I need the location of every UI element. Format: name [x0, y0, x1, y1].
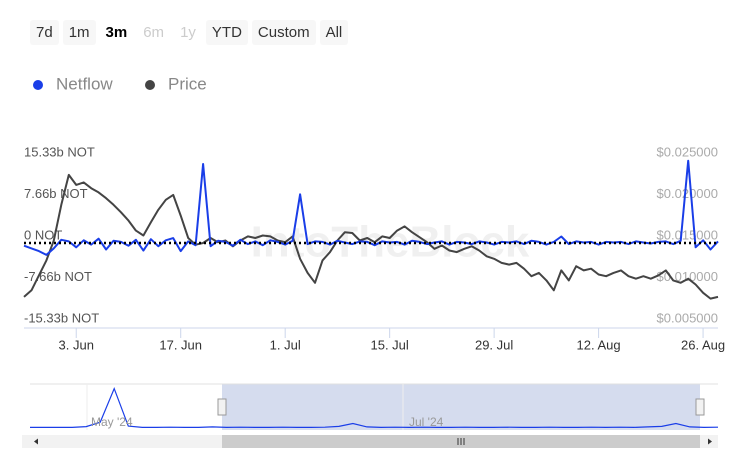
- navigator-label: Jul '24: [409, 415, 444, 429]
- scroll-right[interactable]: [708, 438, 712, 445]
- x-tick-label: 17. Jun: [159, 337, 202, 352]
- range-button[interactable]: 3m: [99, 20, 134, 45]
- range-button[interactable]: 7d: [30, 20, 59, 45]
- y-tick-label: 0 NOT: [24, 227, 62, 242]
- navigator-handle[interactable]: [695, 398, 705, 416]
- y-tick-label: 15.33b NOT: [24, 144, 95, 159]
- scroll-grip: [457, 438, 465, 445]
- legend-marker: [145, 80, 155, 90]
- navigator-line: [30, 386, 719, 429]
- range-button[interactable]: 1m: [62, 20, 96, 45]
- x-tick-label: 1. Jul: [270, 337, 301, 352]
- range-button[interactable]: YTD: [205, 20, 248, 45]
- x-tick-label: 26. Aug: [681, 337, 725, 352]
- range-selector: 7d 1m 3m 6m 1y YTD Custom All: [30, 20, 349, 45]
- range-button[interactable]: All: [319, 20, 349, 45]
- x-tick-label: 3. Jun: [59, 337, 94, 352]
- x-tick-label: 29. Jul: [475, 337, 513, 352]
- y-tick-label: -15.33b NOT: [24, 310, 99, 325]
- y2-tick-label: $0.020000: [657, 186, 718, 201]
- legend-marker: [33, 80, 43, 90]
- series-line: [23, 173, 719, 300]
- navigator-label: May '24: [91, 415, 133, 429]
- navigator-selection[interactable]: [222, 384, 700, 430]
- navigator-handle[interactable]: [217, 398, 227, 416]
- range-button[interactable]: Custom: [251, 20, 316, 45]
- y2-tick-label: $0.025000: [657, 144, 718, 159]
- legend-label: Price: [168, 74, 207, 93]
- y2-tick-label: $0.005000: [657, 310, 718, 325]
- range-button: 1y: [174, 20, 202, 45]
- legend-label: Netflow: [56, 74, 113, 93]
- y2-tick-label: $0.015000: [657, 227, 718, 242]
- range-button: 6m: [137, 20, 171, 45]
- x-tick-label: 12. Aug: [577, 337, 621, 352]
- y-tick-label: 7.66b NOT: [24, 186, 88, 201]
- scroll-left[interactable]: [34, 438, 38, 445]
- x-tick-label: 15. Jul: [370, 337, 408, 352]
- y-tick-label: -7.66b NOT: [24, 269, 92, 284]
